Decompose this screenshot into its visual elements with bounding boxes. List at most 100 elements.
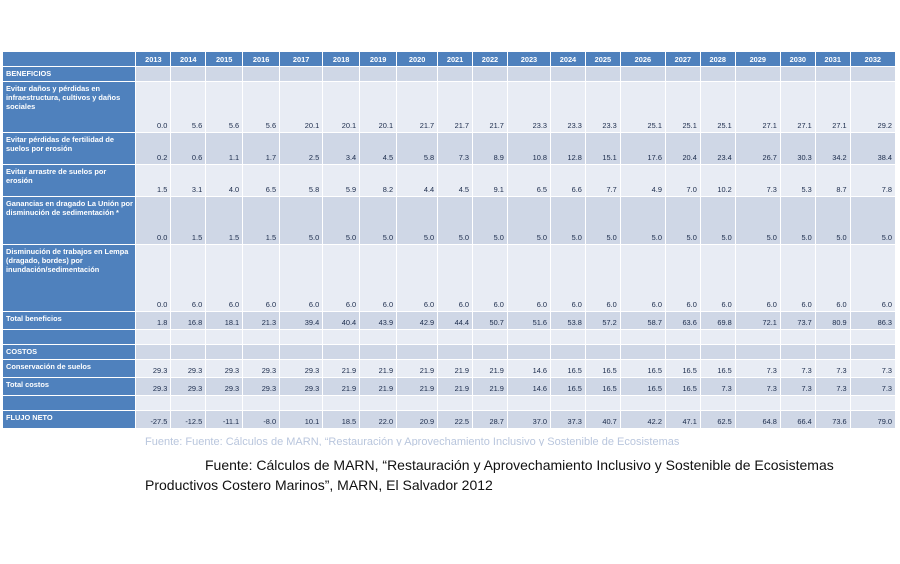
value-cell bbox=[437, 344, 473, 360]
value-cell: 6.0 bbox=[472, 244, 508, 312]
value-cell bbox=[279, 329, 324, 345]
value-cell bbox=[699, 344, 736, 360]
year-header-cell: 2019 bbox=[359, 51, 398, 67]
value-cell bbox=[472, 395, 508, 411]
year-header-cell: 2029 bbox=[734, 51, 781, 67]
value-cell: 16.5 bbox=[664, 377, 701, 396]
value-cell: 6.0 bbox=[437, 244, 473, 312]
value-cell bbox=[814, 329, 851, 345]
value-cell: 86.3 bbox=[849, 311, 897, 330]
value-cell: 44.4 bbox=[437, 311, 473, 330]
value-cell: 23.3 bbox=[550, 81, 586, 133]
value-cell: 4.0 bbox=[205, 164, 244, 197]
value-cell bbox=[506, 395, 552, 411]
row-label: Total costos bbox=[1, 377, 137, 396]
value-cell: 28.7 bbox=[472, 410, 508, 429]
year-header-cell: 2021 bbox=[437, 51, 473, 67]
value-cell bbox=[550, 395, 586, 411]
value-cell: 63.6 bbox=[664, 311, 701, 330]
value-cell: 0.0 bbox=[135, 81, 172, 133]
value-cell: 58.7 bbox=[619, 311, 666, 330]
value-cell bbox=[619, 66, 666, 82]
table-row: Total beneficios 1.8 16.8 18.1 21.3 39.4 40.4 4… bbox=[1, 311, 897, 330]
value-cell: 20.1 bbox=[279, 81, 324, 133]
value-cell: 72.1 bbox=[734, 311, 781, 330]
table-row: Evitar pérdidas de fertilidad de suelos … bbox=[1, 132, 897, 165]
value-cell: 14.6 bbox=[506, 377, 552, 396]
value-cell: 7.3 bbox=[779, 377, 816, 396]
value-cell bbox=[814, 344, 851, 360]
row-label: Evitar daños y pérdidas en infraestructu… bbox=[1, 81, 137, 133]
value-cell: 21.9 bbox=[322, 377, 361, 396]
value-cell: 5.0 bbox=[699, 196, 736, 245]
value-cell: 5.8 bbox=[396, 132, 439, 165]
value-cell: 17.6 bbox=[619, 132, 666, 165]
source-caption: Fuente: Cálculos de MARN, “Restauración … bbox=[145, 455, 865, 495]
value-cell: 20.1 bbox=[322, 81, 361, 133]
value-cell: 5.9 bbox=[322, 164, 361, 197]
value-cell bbox=[135, 329, 172, 345]
value-cell: 5.0 bbox=[584, 196, 621, 245]
value-cell: 5.3 bbox=[779, 164, 816, 197]
value-cell bbox=[584, 329, 621, 345]
value-cell: 7.3 bbox=[849, 359, 897, 378]
value-cell bbox=[849, 344, 897, 360]
value-cell: 0.2 bbox=[135, 132, 172, 165]
value-cell: 21.7 bbox=[472, 81, 508, 133]
source-overlay-text: Fuente: Fuente: Cálculos de MARN, “Resta… bbox=[145, 436, 680, 446]
value-cell bbox=[779, 344, 816, 360]
year-header-cell: 2015 bbox=[205, 51, 244, 67]
value-cell bbox=[359, 395, 398, 411]
value-cell: 9.1 bbox=[472, 164, 508, 197]
value-cell: 21.9 bbox=[396, 377, 439, 396]
value-cell: 4.9 bbox=[619, 164, 666, 197]
value-cell bbox=[396, 395, 439, 411]
value-cell bbox=[734, 66, 781, 82]
value-cell bbox=[322, 395, 361, 411]
value-cell: 50.7 bbox=[472, 311, 508, 330]
value-cell: 6.0 bbox=[699, 244, 736, 312]
year-header-row: 2013 2014 2015 2016 2017 2018 2019 2020 2021 2022… bbox=[1, 51, 897, 67]
value-cell: 53.8 bbox=[550, 311, 586, 330]
value-cell: 7.7 bbox=[584, 164, 621, 197]
value-cell bbox=[664, 344, 701, 360]
value-cell bbox=[814, 66, 851, 82]
value-cell: 5.0 bbox=[814, 196, 851, 245]
value-cell: 1.1 bbox=[205, 132, 244, 165]
value-cell: 47.1 bbox=[664, 410, 701, 429]
row-label: BENEFICIOS bbox=[1, 66, 137, 82]
value-cell bbox=[359, 66, 398, 82]
value-cell: 18.5 bbox=[322, 410, 361, 429]
value-cell: 16.5 bbox=[550, 359, 586, 378]
value-cell: 29.3 bbox=[205, 359, 244, 378]
value-cell bbox=[584, 66, 621, 82]
value-cell bbox=[437, 329, 473, 345]
value-cell: 25.1 bbox=[699, 81, 736, 133]
value-cell bbox=[584, 344, 621, 360]
value-cell: 8.7 bbox=[814, 164, 851, 197]
value-cell bbox=[279, 344, 324, 360]
value-cell: 6.0 bbox=[734, 244, 781, 312]
table-row: COSTOS bbox=[1, 344, 897, 360]
table-row bbox=[1, 395, 897, 411]
value-cell: 6.5 bbox=[242, 164, 281, 197]
value-cell: 20.9 bbox=[396, 410, 439, 429]
value-cell: 16.5 bbox=[664, 359, 701, 378]
table-row: Total costos 29.3 29.3 29.3 29.3 29.3 21.9 21.9… bbox=[1, 377, 897, 396]
value-cell: 73.7 bbox=[779, 311, 816, 330]
value-cell: 37.0 bbox=[506, 410, 552, 429]
value-cell bbox=[242, 329, 281, 345]
value-cell bbox=[322, 344, 361, 360]
year-header-cell: 2028 bbox=[699, 51, 736, 67]
value-cell: 40.4 bbox=[322, 311, 361, 330]
value-cell: 5.0 bbox=[550, 196, 586, 245]
value-cell: 29.3 bbox=[279, 377, 324, 396]
value-cell: 29.3 bbox=[242, 377, 281, 396]
value-cell: 80.9 bbox=[814, 311, 851, 330]
value-cell: 40.7 bbox=[584, 410, 621, 429]
value-cell: 5.0 bbox=[359, 196, 398, 245]
value-cell: 21.9 bbox=[437, 377, 473, 396]
value-cell: 26.7 bbox=[734, 132, 781, 165]
value-cell bbox=[734, 395, 781, 411]
value-cell: 4.4 bbox=[396, 164, 439, 197]
